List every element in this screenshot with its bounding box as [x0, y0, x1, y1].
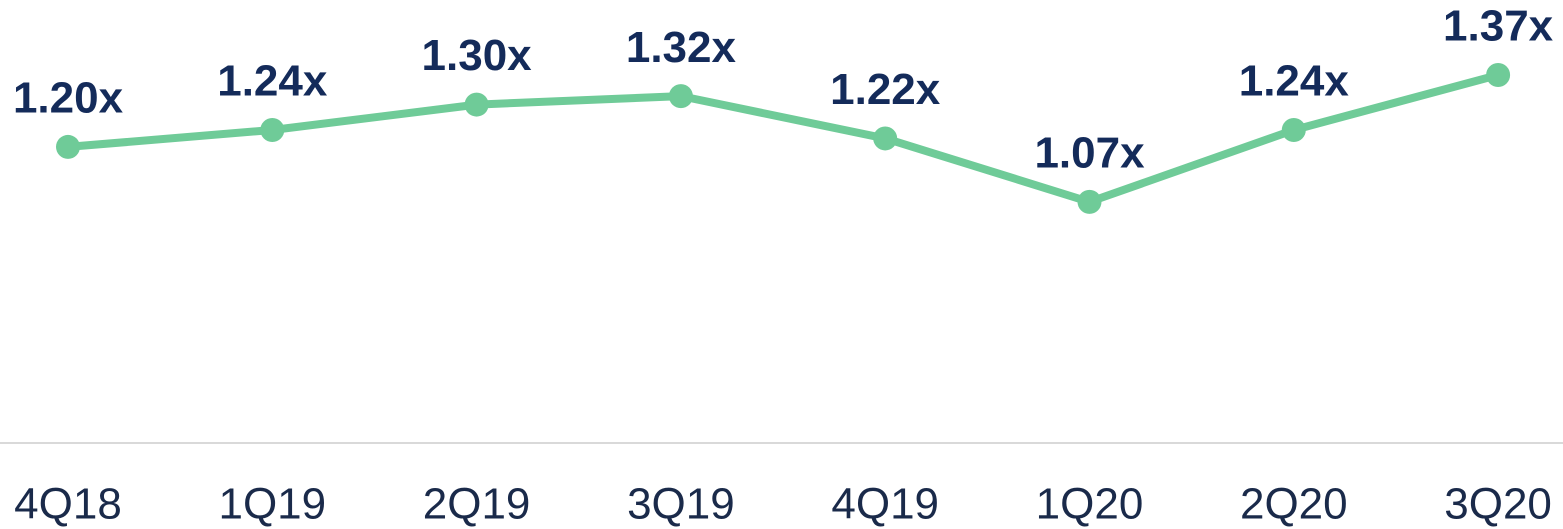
data-label: 1.37x	[1443, 2, 1554, 51]
data-label: 1.24x	[1239, 57, 1350, 106]
x-tick-label: 4Q18	[14, 480, 122, 529]
marker	[873, 126, 898, 151]
data-label: 1.20x	[13, 74, 124, 123]
data-label: 1.30x	[422, 31, 533, 80]
x-tick-label: 1Q20	[1036, 480, 1144, 529]
line	[67, 71, 1500, 206]
marker	[1077, 189, 1102, 214]
x-tick-label: 1Q19	[218, 480, 326, 529]
marker	[1486, 62, 1511, 87]
x-tick-label: 3Q20	[1444, 480, 1552, 529]
x-tick-label: 3Q19	[627, 480, 735, 529]
data-label: 1.22x	[830, 65, 941, 114]
data-label: 1.32x	[626, 23, 737, 72]
x-tick-label: 4Q19	[831, 480, 939, 529]
x-tick-label: 2Q20	[1240, 480, 1348, 529]
marker	[668, 84, 693, 109]
data-label: 1.07x	[1034, 129, 1145, 178]
x-tick-label: 2Q19	[423, 480, 531, 529]
marker	[260, 117, 285, 142]
marker	[56, 134, 80, 159]
marker	[464, 92, 489, 117]
marker	[1281, 117, 1306, 142]
data-label: 1.24x	[217, 57, 328, 106]
